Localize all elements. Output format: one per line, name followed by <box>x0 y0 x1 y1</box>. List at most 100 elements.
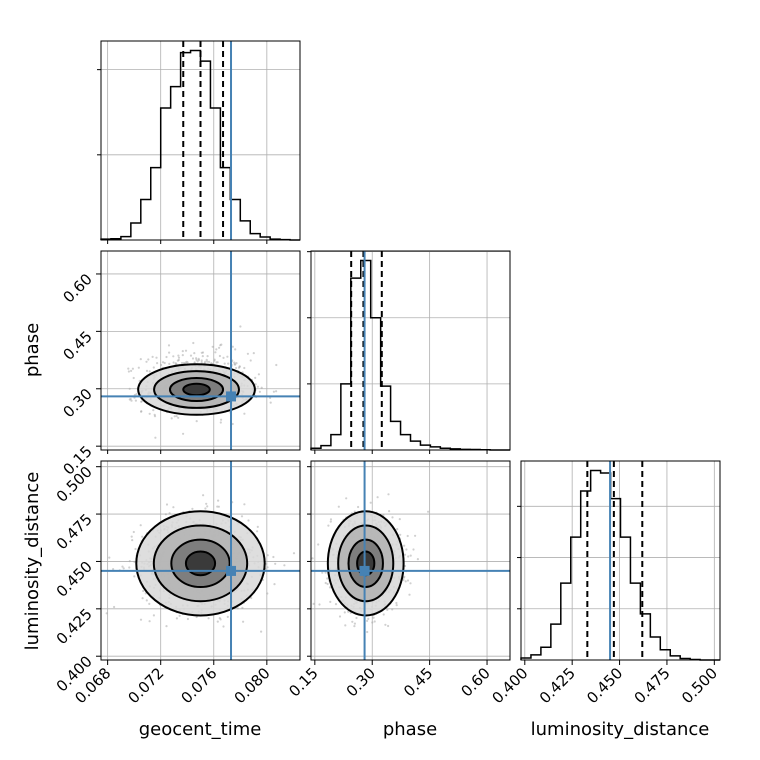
sample-point <box>266 554 269 557</box>
sample-point <box>184 361 187 364</box>
panel-distance-vs-geocent-time <box>100 460 301 661</box>
sample-point <box>334 603 338 606</box>
sample-point <box>260 630 263 633</box>
contour-phase-vs-geocent-time-0 <box>137 363 256 416</box>
sample-point <box>164 513 167 516</box>
sample-point <box>173 415 176 418</box>
sample-point <box>274 562 277 565</box>
sample-point <box>142 589 145 593</box>
truth-marker-distance-vs-phase <box>359 565 370 576</box>
sample-point <box>128 566 131 569</box>
sample-point <box>242 620 245 623</box>
sample-point <box>249 359 252 362</box>
sample-point <box>266 566 269 569</box>
contour-phase-vs-geocent-time-3 <box>182 382 211 397</box>
sample-point <box>222 356 225 359</box>
sample-point <box>226 355 229 358</box>
sample-point <box>156 362 159 365</box>
sample-point <box>122 567 125 570</box>
sample-point <box>195 358 198 361</box>
sample-point <box>148 370 151 373</box>
sample-point <box>391 608 394 611</box>
hist-panel-phase <box>307 250 511 451</box>
sample-point <box>165 355 168 359</box>
sample-point <box>404 580 407 583</box>
sample-point <box>231 422 234 426</box>
truth-marker-phase-vs-geocent-time <box>226 391 237 402</box>
sample-point <box>412 548 415 551</box>
sample-point <box>139 618 143 621</box>
sample-point <box>252 352 255 355</box>
sample-point <box>186 617 189 621</box>
sample-point <box>141 597 144 600</box>
sample-point <box>217 505 220 508</box>
sample-point <box>219 618 222 621</box>
sample-point <box>200 361 203 364</box>
panels-layer: 0.068 0.072 0.076 0.080 0.15 0.30 0.45 0.600.40… <box>53 40 721 707</box>
sample-point <box>414 534 417 537</box>
plot-area-phase-vs-geocent-time <box>101 251 300 450</box>
truth-marker-distance-vs-geocent-time <box>226 565 237 576</box>
sample-point <box>403 544 406 547</box>
sample-point <box>399 533 402 536</box>
sample-point <box>207 617 210 620</box>
ylabel-luminosity-distance: luminosity_distance <box>22 472 43 651</box>
sample-point <box>235 362 238 365</box>
sample-point <box>200 351 203 354</box>
sample-point <box>201 355 204 358</box>
sample-point <box>216 505 219 508</box>
sample-point <box>367 617 370 621</box>
sample-point <box>241 606 244 609</box>
sample-point <box>200 359 203 362</box>
sample-point <box>329 518 333 521</box>
sample-point <box>219 421 222 424</box>
sample-point <box>112 568 115 571</box>
sample-point <box>239 325 242 328</box>
sample-point <box>409 554 412 557</box>
sample-point <box>351 620 354 623</box>
sample-point <box>206 505 209 508</box>
sample-point <box>145 369 149 372</box>
sample-point <box>202 494 205 497</box>
sample-point <box>272 390 275 393</box>
sample-point <box>344 624 347 627</box>
plot-area-distance-vs-geocent-time <box>101 461 300 660</box>
sample-point <box>140 410 143 413</box>
sample-point <box>324 581 327 585</box>
sample-point <box>254 383 257 386</box>
sample-point <box>256 525 259 529</box>
sample-point <box>387 624 390 628</box>
sample-point <box>220 418 223 421</box>
sample-point <box>137 366 140 369</box>
sample-point <box>127 367 130 370</box>
sample-point <box>427 510 430 513</box>
sample-point <box>134 399 137 402</box>
sample-point <box>151 355 154 358</box>
sample-point <box>406 534 409 538</box>
sample-point <box>206 360 209 363</box>
sample-point <box>237 366 241 369</box>
sample-point <box>395 604 398 607</box>
sample-point <box>311 557 314 560</box>
sample-point <box>204 360 207 363</box>
sample-point <box>145 599 148 602</box>
sample-point <box>197 359 200 362</box>
sample-point <box>172 506 175 509</box>
sample-point <box>205 502 208 505</box>
sample-point <box>128 560 131 563</box>
sample-point <box>247 519 250 522</box>
sample-point <box>353 622 356 625</box>
sample-point <box>152 409 155 412</box>
histogram-phase <box>310 259 510 451</box>
sample-point <box>128 398 131 401</box>
sample-point <box>266 592 269 595</box>
sample-point <box>231 345 234 348</box>
sample-point <box>148 602 151 606</box>
sample-point <box>206 355 209 358</box>
sample-point <box>243 412 246 415</box>
labels-layer: geocent_time phase luminosity_distance p… <box>22 323 709 740</box>
sample-point <box>376 496 379 499</box>
sample-point <box>205 358 208 361</box>
sample-point <box>329 600 332 604</box>
panel-distance-vs-phase <box>310 460 511 661</box>
